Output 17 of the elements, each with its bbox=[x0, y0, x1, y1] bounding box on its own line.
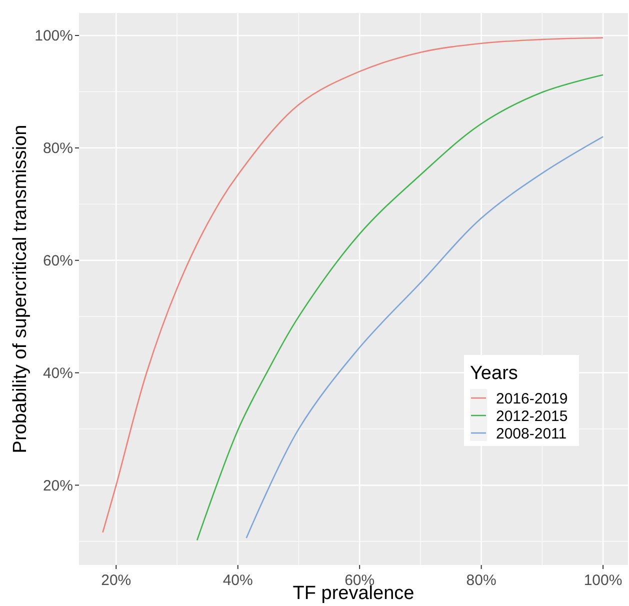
legend-title: Years bbox=[470, 363, 518, 384]
y-tick-label: 80% bbox=[42, 140, 73, 158]
y-tick-label: 100% bbox=[34, 28, 73, 45]
x-tick-label: 20% bbox=[101, 572, 132, 589]
x-tick-label: 80% bbox=[466, 572, 496, 589]
y-tick-label: 20% bbox=[42, 477, 73, 494]
line-series bbox=[196, 74, 604, 541]
x-tick-label: 100% bbox=[584, 572, 622, 589]
legend-label: 2012-2015 bbox=[496, 408, 568, 425]
y-tick-label: 60% bbox=[42, 252, 73, 270]
line-series bbox=[102, 37, 604, 534]
legend-label: 2008-2011 bbox=[496, 425, 567, 442]
line-series bbox=[246, 136, 604, 539]
y-axis-title: Probability of supercritical transmission bbox=[10, 124, 31, 454]
legend-label: 2016-2019 bbox=[496, 390, 568, 408]
x-tick-label: 40% bbox=[222, 572, 253, 589]
y-tick-label: 40% bbox=[42, 365, 73, 382]
